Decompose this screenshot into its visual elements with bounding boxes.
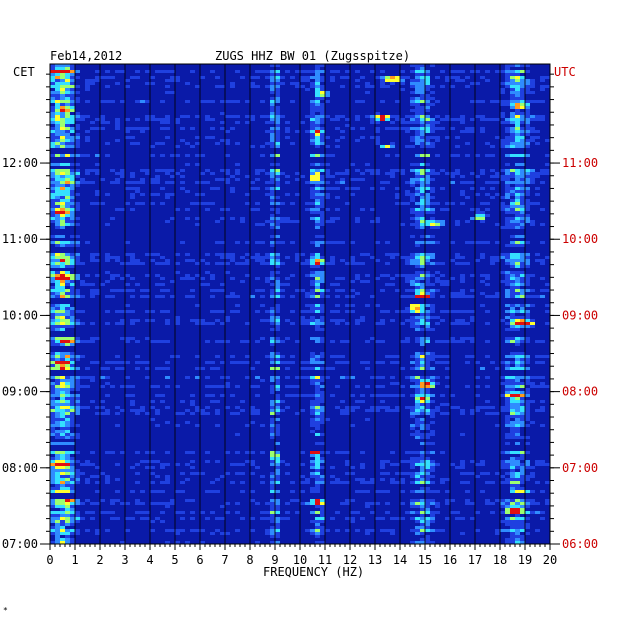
x-tick-label: 13 (368, 553, 382, 567)
x-tick-label: 17 (468, 553, 482, 567)
cet-tick-label: 09:00 (2, 385, 38, 399)
utc-tick-label: 06:00 (562, 537, 598, 551)
x-tick-label: 5 (171, 553, 178, 567)
utc-tick-label: 10:00 (562, 232, 598, 246)
cet-tick-label: 11:00 (2, 232, 38, 246)
x-tick-label: 8 (246, 553, 253, 567)
x-axis-label: FREQUENCY (HZ) (263, 565, 365, 579)
x-tick-label: 10 (293, 553, 307, 567)
x-tick-label: 14 (393, 553, 407, 567)
x-tick-label: 18 (493, 553, 507, 567)
cet-tick-label: 12:00 (2, 156, 38, 170)
x-tick-label: 16 (443, 553, 457, 567)
x-tick-label: 6 (196, 553, 203, 567)
cet-tick-label: 08:00 (2, 461, 38, 475)
x-tick-label: 11 (318, 553, 332, 567)
utc-tick-label: 08:00 (562, 385, 598, 399)
x-tick-label: 15 (418, 553, 432, 567)
x-tick-label: 19 (518, 553, 532, 567)
utc-tick-label: 11:00 (562, 156, 598, 170)
cet-tick-label: 10:00 (2, 308, 38, 322)
cet-zone-label: CET (13, 65, 35, 79)
spectrogram-cells (50, 64, 550, 544)
date-label: Feb14,2012 (50, 49, 123, 63)
x-tick-label: 9 (271, 553, 278, 567)
cet-tick-label: 07:00 (2, 537, 38, 551)
utc-tick-label: 07:00 (562, 461, 598, 475)
x-tick-label: 2 (96, 553, 103, 567)
x-tick-label: 7 (221, 553, 228, 567)
station-title: ZUGS HHZ BW 01 (Zugsspitze) (215, 49, 411, 63)
x-tick-label: 20 (543, 553, 557, 567)
x-tick-label: 1 (71, 553, 78, 567)
x-tick-label: 12 (343, 553, 357, 567)
x-tick-label: 4 (146, 553, 153, 567)
x-tick-label: 0 (46, 553, 53, 567)
utc-tick-label: 09:00 (562, 308, 598, 322)
x-tick-label: 3 (121, 553, 128, 567)
utc-zone-label: UTC (554, 65, 576, 79)
corner-mark: * (3, 606, 8, 615)
